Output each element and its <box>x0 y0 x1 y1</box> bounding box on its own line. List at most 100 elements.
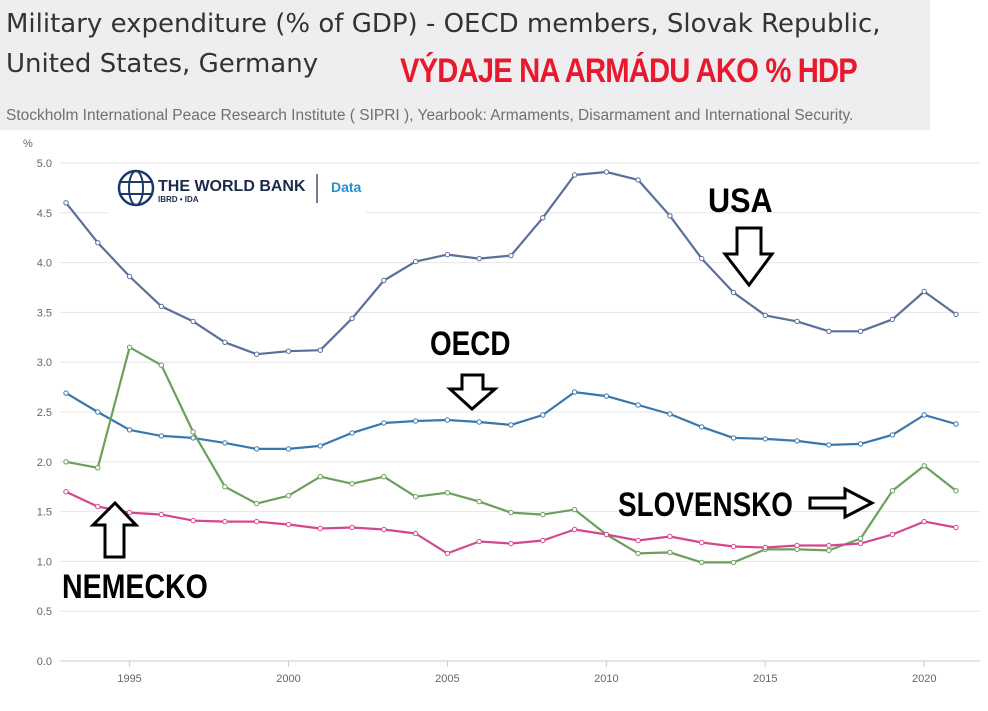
data-point-usa[interactable] <box>889 316 896 323</box>
data-point-oecd[interactable] <box>254 446 260 452</box>
data-point-oecd[interactable] <box>508 422 514 428</box>
data-point-slovak-republic[interactable] <box>921 463 927 469</box>
data-point-usa[interactable] <box>635 177 641 183</box>
data-point-usa[interactable] <box>667 213 673 219</box>
data-point-slovak-republic[interactable] <box>95 465 101 471</box>
data-point-germany[interactable] <box>953 524 959 531</box>
data-point-slovak-republic[interactable] <box>667 549 673 556</box>
data-point-oecd[interactable] <box>317 443 323 449</box>
data-point-oecd[interactable] <box>285 446 292 452</box>
data-point-usa[interactable] <box>444 251 451 258</box>
data-point-slovak-republic[interactable] <box>190 429 196 435</box>
data-point-germany[interactable] <box>699 539 705 546</box>
data-point-germany[interactable] <box>126 509 133 516</box>
data-point-oecd[interactable] <box>635 402 641 408</box>
data-point-usa[interactable] <box>63 200 69 206</box>
data-point-oecd[interactable] <box>158 433 165 439</box>
data-point-slovak-republic[interactable] <box>730 559 737 566</box>
data-point-usa[interactable] <box>222 339 228 345</box>
data-point-oecd[interactable] <box>126 427 133 433</box>
data-point-usa[interactable] <box>571 172 578 178</box>
data-point-oecd[interactable] <box>222 440 228 446</box>
data-point-usa[interactable] <box>794 318 800 325</box>
data-point-germany[interactable] <box>730 543 737 550</box>
data-point-oecd[interactable] <box>476 419 482 425</box>
data-point-oecd[interactable] <box>95 409 101 415</box>
data-point-slovak-republic[interactable] <box>540 511 546 518</box>
data-point-germany[interactable] <box>412 530 419 537</box>
data-point-oecd[interactable] <box>794 438 800 444</box>
data-point-germany[interactable] <box>444 550 451 557</box>
data-point-usa[interactable] <box>730 289 737 296</box>
data-point-usa[interactable] <box>254 351 260 357</box>
data-point-oecd[interactable] <box>540 412 546 418</box>
data-point-slovak-republic[interactable] <box>953 488 959 494</box>
data-point-slovak-republic[interactable] <box>476 498 482 505</box>
data-point-slovak-republic[interactable] <box>63 459 69 465</box>
data-point-oecd[interactable] <box>571 389 578 395</box>
data-point-germany[interactable] <box>762 544 768 551</box>
data-point-oecd[interactable] <box>412 418 419 424</box>
data-point-slovak-republic[interactable] <box>254 500 260 507</box>
data-point-oecd[interactable] <box>349 430 355 436</box>
data-point-usa[interactable] <box>540 215 546 221</box>
data-point-germany[interactable] <box>190 517 196 524</box>
data-point-germany[interactable] <box>476 538 482 545</box>
data-point-usa[interactable] <box>190 318 196 325</box>
data-point-slovak-republic[interactable] <box>285 493 292 499</box>
data-point-germany[interactable] <box>794 542 800 549</box>
data-point-slovak-republic[interactable] <box>857 535 864 542</box>
data-point-slovak-republic[interactable] <box>317 474 323 480</box>
data-point-oecd[interactable] <box>857 441 864 447</box>
data-point-usa[interactable] <box>857 328 864 334</box>
data-point-germany[interactable] <box>826 542 832 549</box>
data-point-usa[interactable] <box>285 348 292 354</box>
data-point-germany[interactable] <box>667 533 673 540</box>
data-point-usa[interactable] <box>699 255 705 262</box>
data-point-usa[interactable] <box>476 255 482 262</box>
data-point-slovak-republic[interactable] <box>635 550 641 557</box>
data-point-slovak-republic[interactable] <box>381 474 387 480</box>
data-point-germany[interactable] <box>63 489 69 495</box>
data-point-germany[interactable] <box>635 537 641 544</box>
data-point-slovak-republic[interactable] <box>508 509 514 516</box>
data-point-oecd[interactable] <box>190 435 196 441</box>
data-point-slovak-republic[interactable] <box>222 484 228 490</box>
data-point-usa[interactable] <box>126 273 133 280</box>
data-point-usa[interactable] <box>921 288 927 295</box>
data-point-usa[interactable] <box>349 315 355 322</box>
data-point-usa[interactable] <box>381 277 387 284</box>
data-point-oecd[interactable] <box>63 390 69 396</box>
data-point-germany[interactable] <box>285 521 292 528</box>
data-point-germany[interactable] <box>571 526 578 533</box>
data-point-germany[interactable] <box>222 518 228 525</box>
data-point-germany[interactable] <box>889 531 896 538</box>
data-point-slovak-republic[interactable] <box>699 559 705 566</box>
data-point-germany[interactable] <box>158 511 165 518</box>
data-point-usa[interactable] <box>953 311 959 318</box>
data-point-usa[interactable] <box>826 328 832 334</box>
data-point-germany[interactable] <box>921 518 927 525</box>
data-point-germany[interactable] <box>508 540 514 547</box>
data-point-germany[interactable] <box>349 524 355 531</box>
data-point-usa[interactable] <box>95 240 101 246</box>
data-point-slovak-republic[interactable] <box>349 481 355 487</box>
data-point-oecd[interactable] <box>889 432 896 438</box>
data-point-oecd[interactable] <box>953 421 959 427</box>
data-point-germany[interactable] <box>317 525 323 532</box>
data-point-slovak-republic[interactable] <box>571 506 578 513</box>
data-point-usa[interactable] <box>317 347 323 353</box>
data-point-germany[interactable] <box>857 540 864 547</box>
data-point-oecd[interactable] <box>826 442 832 448</box>
data-point-germany[interactable] <box>381 526 387 533</box>
data-point-oecd[interactable] <box>762 436 768 442</box>
data-point-slovak-republic[interactable] <box>889 488 896 494</box>
data-point-usa[interactable] <box>603 169 610 175</box>
data-point-oecd[interactable] <box>381 420 387 426</box>
data-point-germany[interactable] <box>603 531 610 538</box>
data-point-usa[interactable] <box>508 252 514 259</box>
data-point-oecd[interactable] <box>444 417 451 423</box>
data-point-oecd[interactable] <box>699 424 705 430</box>
data-point-usa[interactable] <box>412 258 419 265</box>
data-point-slovak-republic[interactable] <box>412 494 419 500</box>
